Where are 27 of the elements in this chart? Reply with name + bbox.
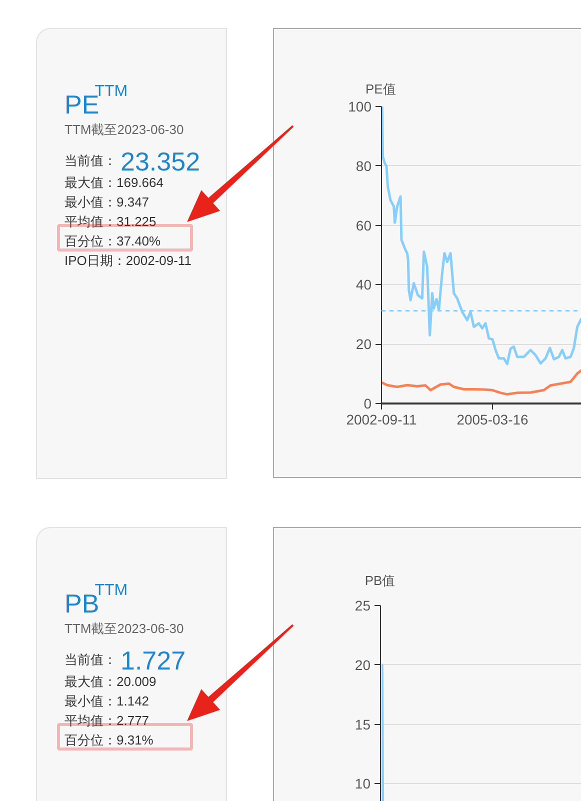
text: TTM截至2023-06-30 <box>64 621 184 636</box>
text: 平均值：31.225 <box>64 214 156 229</box>
y-tick-label: 15 <box>354 716 371 732</box>
y-tick-label: 40 <box>356 276 372 293</box>
y-axis-title: PB值 <box>364 573 396 588</box>
y-tick-label: 25 <box>354 598 371 614</box>
text: 百分位：37.40% <box>64 234 162 248</box>
y-tick-label: 20 <box>356 336 372 352</box>
line-series <box>382 368 581 396</box>
y-tick-label: 80 <box>356 158 372 174</box>
text: 最小值：9.347 <box>64 194 150 210</box>
text: 最大值：169.664 <box>64 175 164 190</box>
text: TTM截至2023-06-30 <box>64 122 184 137</box>
text: 最大值：20.009 <box>64 674 156 689</box>
y-tick-label: 10 <box>354 776 371 792</box>
x-tick-label: 2002-09-11 <box>346 412 417 428</box>
y-tick-label: 100 <box>348 98 372 114</box>
line-series <box>382 106 581 366</box>
y-tick-label: 60 <box>356 217 372 234</box>
text: 平均值：2.777 <box>64 713 150 728</box>
y-tick-label: 20 <box>354 656 371 673</box>
y-tick-label: 0 <box>364 396 372 412</box>
x-tick-label: 2005-03-16 <box>456 412 529 428</box>
text: 最小值：1.142 <box>64 694 150 708</box>
text: 百分位：9.31% <box>64 732 154 748</box>
y-axis-title: PE值 <box>366 82 396 96</box>
text: IPO日期：2002-09-11 <box>64 253 192 268</box>
